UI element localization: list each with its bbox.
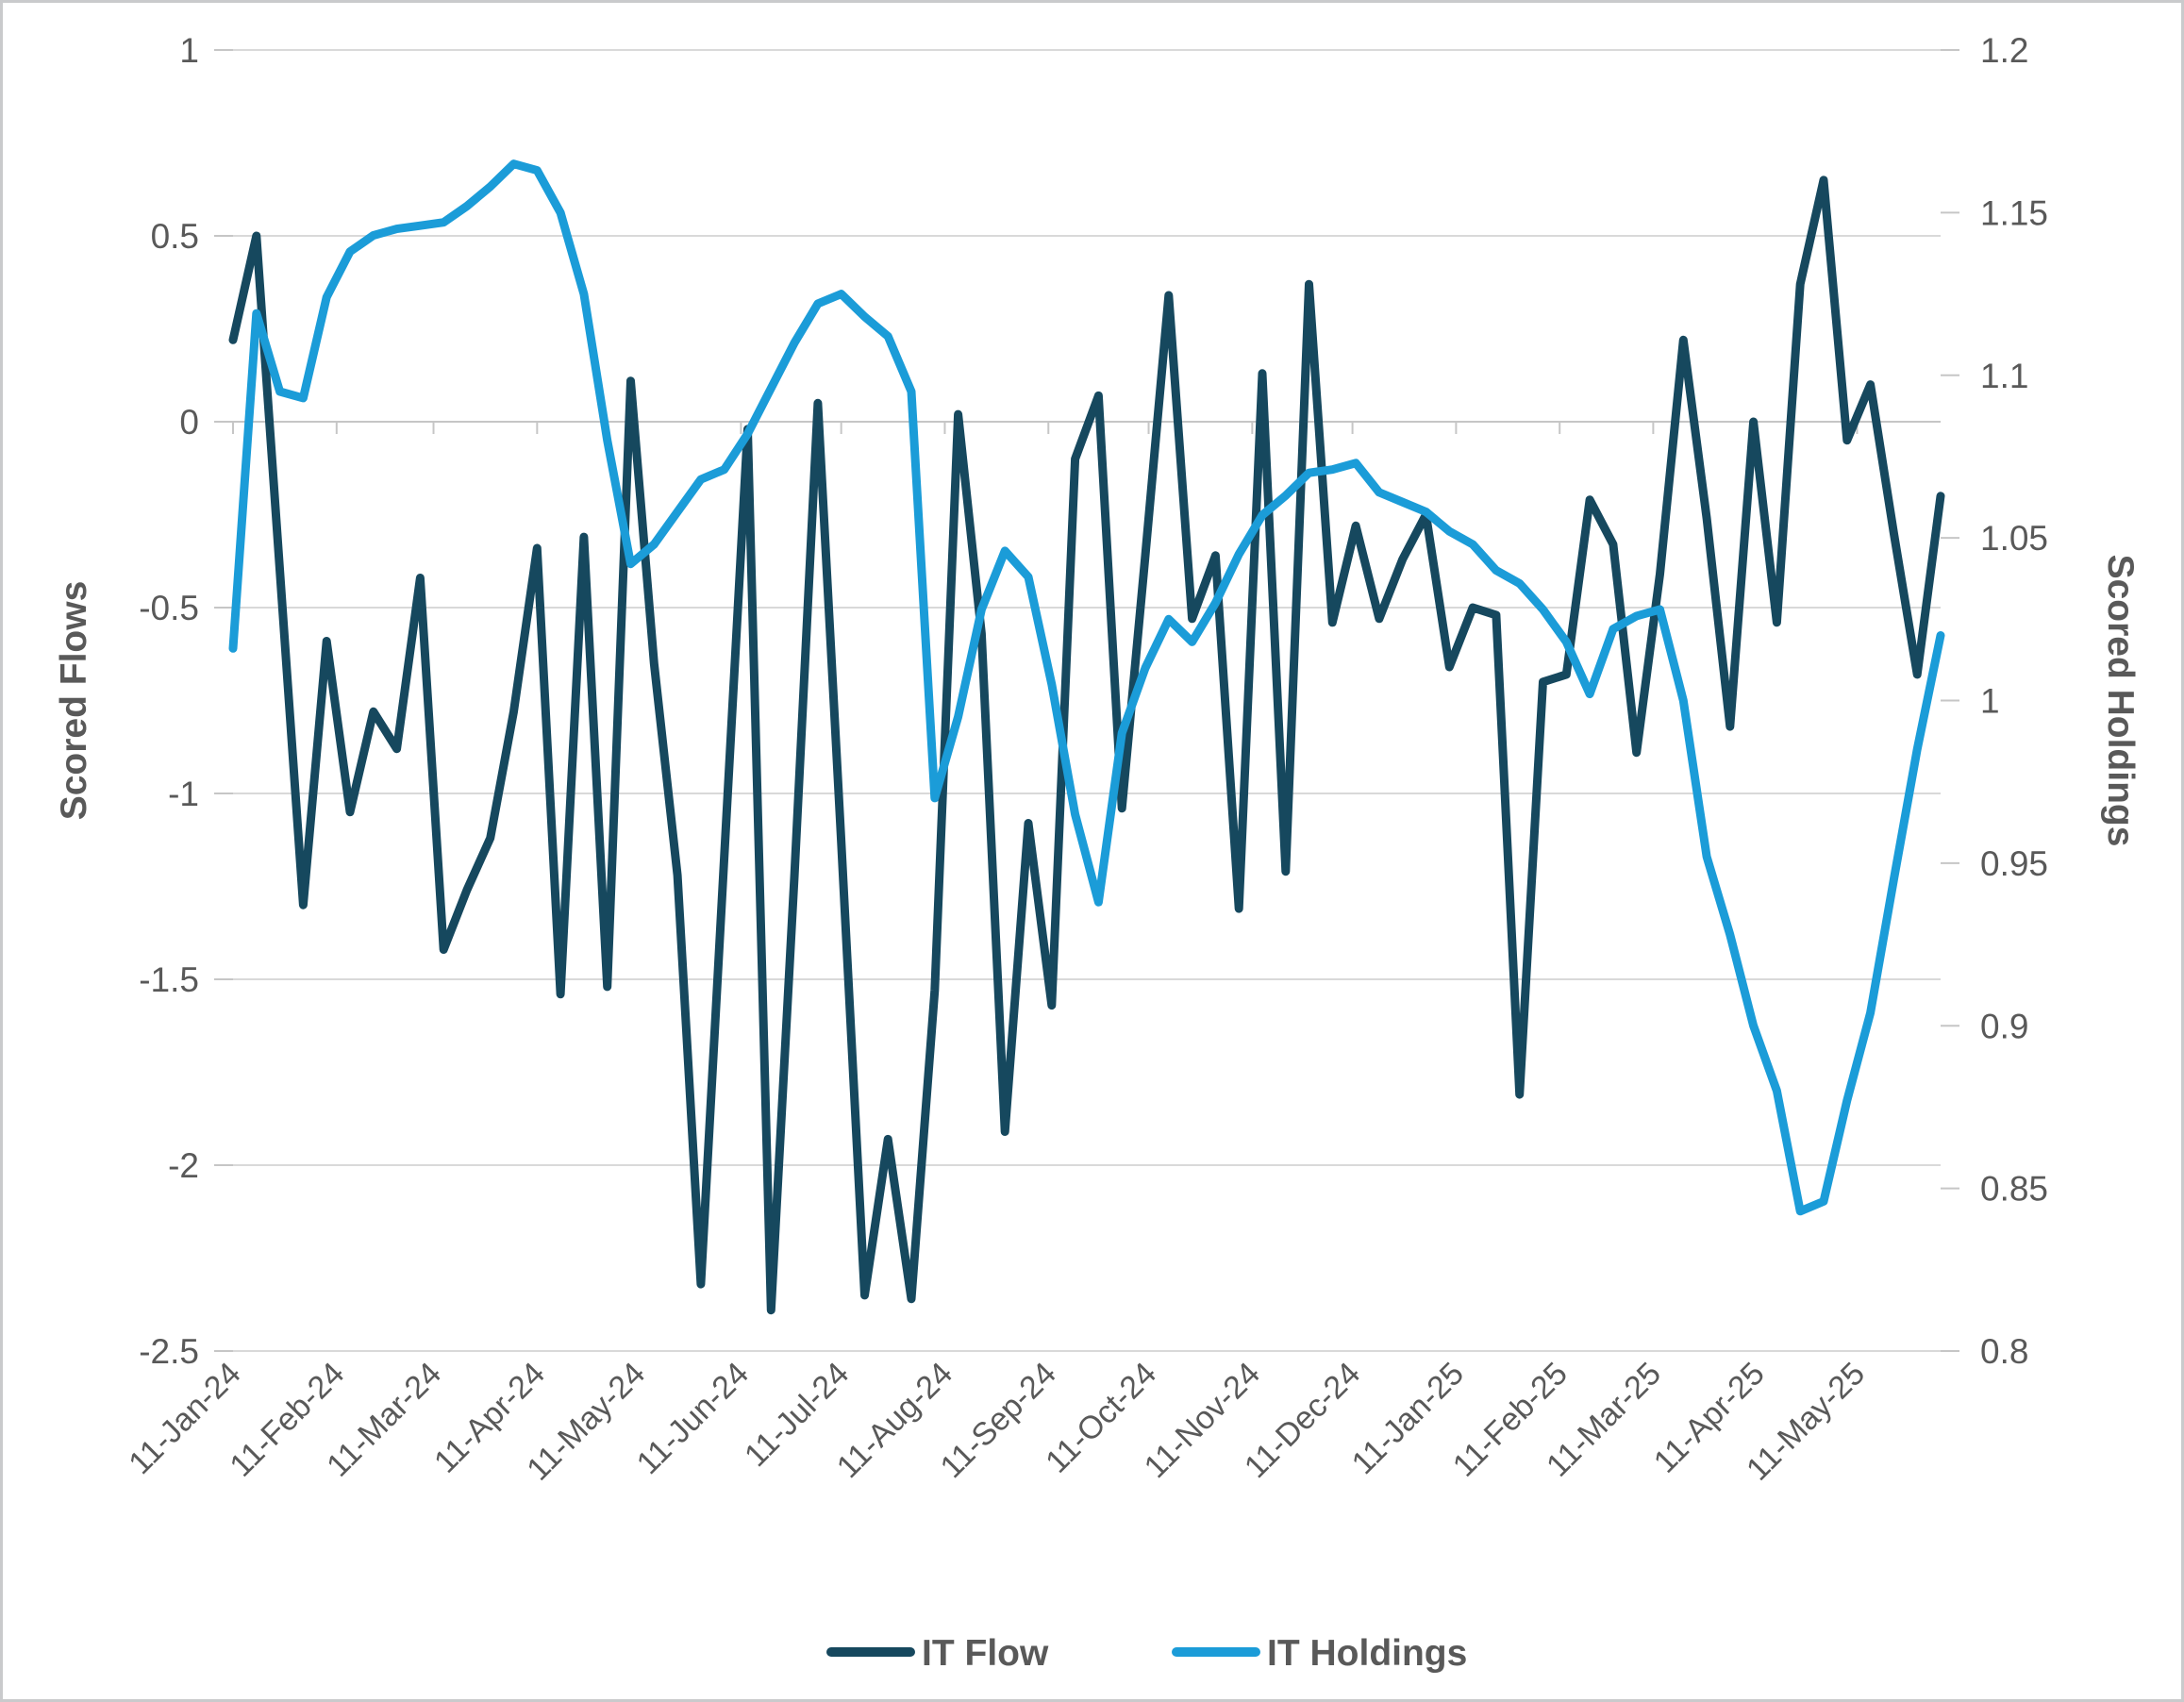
left-axis-tick-label: 0 — [179, 403, 199, 442]
legend-label: IT Holdings — [1267, 1633, 1467, 1674]
right-axis-tick-label: 0.95 — [1980, 844, 2048, 883]
right-axis-tick-label: 1.05 — [1980, 519, 2048, 558]
left-axis-title: Scored Flows — [54, 581, 94, 821]
chart-canvas: 1 0.5 0 -0.5 -1 -1.5 -2 -2.5 1.2 1.15 1.1 1.05 1 0.95… — [54, 31, 2141, 1674]
right-axis-tick-label: 1.15 — [1980, 193, 2048, 232]
left-axis-tick-label: -2.5 — [139, 1332, 199, 1371]
series-line-it-flow — [228, 175, 1945, 1315]
left-axis-tick-label: 0.5 — [151, 217, 199, 256]
right-axis-tick-label: 1.2 — [1980, 31, 2028, 70]
legend-item-it-flow: IT Flow — [826, 1633, 1049, 1674]
right-axis-tick-label: 1.1 — [1980, 357, 2028, 395]
left-axis-tick-label: -2 — [168, 1146, 199, 1185]
right-axis-title: Scored Holdings — [2100, 555, 2141, 847]
legend-label: IT Flow — [922, 1633, 1049, 1674]
x-axis-date-label: 11-Jun-24 — [630, 1356, 756, 1481]
left-axis-tick-label: -0.5 — [139, 589, 199, 627]
right-axis-tick-label: 0.85 — [1980, 1170, 2048, 1209]
right-axis-tick-label: 0.8 — [1980, 1332, 2028, 1371]
left-axis-tick-label: -1 — [168, 775, 199, 813]
right-axis-tick-label: 0.9 — [1980, 1007, 2028, 1045]
left-axis-tick-label: 1 — [179, 31, 199, 70]
series-line-it-holdings — [228, 159, 1945, 1216]
right-axis-tick-label: 1 — [1980, 682, 2000, 721]
left-axis-tick-label: -1.5 — [139, 960, 199, 999]
legend-item-it-holdings: IT Holdings — [1172, 1633, 1467, 1674]
